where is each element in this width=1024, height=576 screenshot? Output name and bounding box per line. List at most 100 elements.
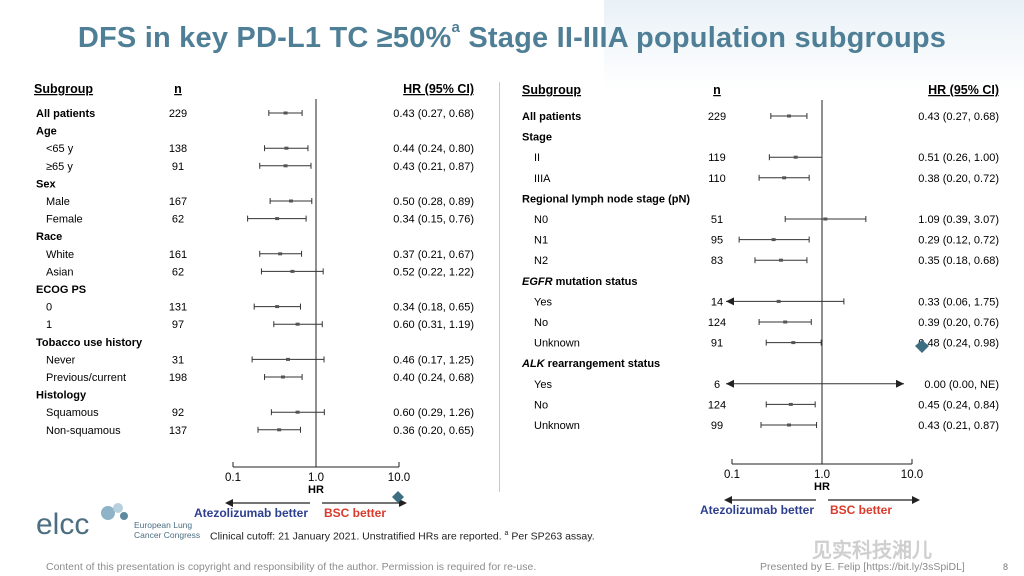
hr-point <box>289 199 294 203</box>
hr-point <box>787 114 792 118</box>
hr-point <box>283 164 288 168</box>
n-value: 161 <box>169 249 187 261</box>
subgroup-label: 1 <box>46 319 52 331</box>
n-value: 91 <box>711 338 723 350</box>
n-value: 6 <box>714 379 720 391</box>
hr-ci-text: 0.36 (0.20, 0.65) <box>393 425 474 437</box>
cutoff-note: Clinical cutoff: 21 January 2021. Unstra… <box>210 530 595 543</box>
forest-plot-left: Subgroup n HR (95% CI) All patients 229 0.43 … <box>34 82 474 518</box>
subgroup-label: Unknown <box>534 420 580 432</box>
n-value: 91 <box>172 161 184 173</box>
x-axis-label: HR <box>814 481 830 493</box>
hr-point <box>286 357 291 361</box>
ci-arrow-right <box>896 379 904 388</box>
left-direction-label: Atezolizumab better <box>700 503 814 517</box>
hr-ci-text: 0.50 (0.28, 0.89) <box>393 196 474 208</box>
page-number: 8 <box>1003 562 1009 572</box>
subgroup-label: No <box>534 399 548 411</box>
header-hr: HR (95% CI) <box>403 82 474 96</box>
hr-ci-text: 0.48 (0.24, 0.98) <box>918 338 999 350</box>
subgroup-header: Histology <box>36 390 87 402</box>
marker-diamond <box>915 340 929 353</box>
hr-point <box>275 217 280 221</box>
x-tick-label: 0.1 <box>225 472 241 484</box>
logo-subtitle-line2: Cancer Congress <box>134 530 201 540</box>
subgroup-label: Never <box>46 354 76 366</box>
hr-point <box>778 258 783 262</box>
subgroup-label: Unknown <box>534 338 580 350</box>
n-value: 62 <box>172 214 184 226</box>
subgroup-label: N1 <box>534 235 548 247</box>
hr-point <box>280 375 285 379</box>
n-value: 229 <box>169 108 187 120</box>
x-tick-label: 1.0 <box>814 469 830 481</box>
arrow-right-head <box>399 499 407 507</box>
hr-ci-text: 1.09 (0.39, 3.07) <box>918 214 999 226</box>
ci-arrow-left <box>726 297 734 306</box>
left-direction-label: Atezolizumab better <box>194 506 308 518</box>
subgroup-header: ALK rearrangement status <box>521 358 660 370</box>
subgroup-label: Previous/current <box>46 372 126 384</box>
subgroup-label: Squamous <box>46 407 99 419</box>
subgroup-label: White <box>46 249 74 261</box>
n-value: 119 <box>708 152 726 164</box>
subgroup-label: II <box>534 152 540 164</box>
hr-point <box>278 252 283 256</box>
n-value: 138 <box>169 143 187 155</box>
header-n: n <box>174 82 182 96</box>
hr-ci-text: 0.60 (0.29, 1.26) <box>393 407 474 419</box>
n-value: 99 <box>711 420 723 432</box>
cutoff-text: Clinical cutoff: 21 January 2021. Unstra… <box>210 530 502 543</box>
x-axis-label: HR <box>308 484 324 496</box>
arrow-left-head <box>225 499 233 507</box>
subgroup-label: No <box>534 317 548 329</box>
subgroup-label: All patients <box>522 111 581 123</box>
hr-ci-text: 0.46 (0.17, 1.25) <box>393 354 474 366</box>
subgroup-header: Sex <box>36 178 56 190</box>
hr-ci-text: 0.39 (0.20, 0.76) <box>918 317 999 329</box>
hr-ci-text: 0.43 (0.27, 0.68) <box>918 111 999 123</box>
header-n: n <box>713 83 721 97</box>
subgroup-label: All patients <box>36 108 95 120</box>
subgroup-label: Yes <box>534 379 552 391</box>
subgroup-header: Tobacco use history <box>36 337 143 349</box>
n-value: 31 <box>172 354 184 366</box>
title-rest: Stage II-IIIA population subgroups <box>460 22 947 54</box>
cutoff-superscript: a <box>504 530 509 537</box>
slide-title: DFS in key PD-L1 TC ≥50%a Stage II-IIIA … <box>0 19 1024 55</box>
hr-ci-text: 0.40 (0.24, 0.68) <box>393 372 474 384</box>
hr-point <box>782 176 787 180</box>
header-subgroup: Subgroup <box>34 82 93 96</box>
hr-ci-text: 0.37 (0.21, 0.67) <box>393 249 474 261</box>
elcc-logo: elcc <box>36 508 90 541</box>
n-value: 137 <box>169 425 187 437</box>
title-main: DFS in key PD-L1 TC ≥50% <box>77 22 452 54</box>
subgroup-label: <65 y <box>46 143 74 155</box>
n-value: 97 <box>172 319 184 331</box>
hr-point <box>290 269 295 273</box>
n-value: 124 <box>708 317 726 329</box>
header-subgroup: Subgroup <box>522 83 581 97</box>
hr-ci-text: 0.60 (0.31, 1.19) <box>393 319 474 331</box>
arrow-right-head <box>912 496 920 504</box>
subgroup-label: N2 <box>534 255 548 267</box>
elcc-logo-subtitle: European Lung Cancer Congress <box>134 520 200 540</box>
hr-ci-text: 0.35 (0.18, 0.68) <box>918 255 999 267</box>
x-tick-label: 0.1 <box>724 469 740 481</box>
hr-point <box>788 402 793 406</box>
arrow-left-head <box>724 496 732 504</box>
ci-arrow-left <box>726 379 734 388</box>
subgroup-label: IIIA <box>534 173 551 185</box>
hr-point <box>295 322 300 326</box>
n-value: 83 <box>711 255 723 267</box>
hr-ci-text: 0.38 (0.20, 0.72) <box>918 173 999 185</box>
hr-ci-text: 0.34 (0.15, 0.76) <box>393 214 474 226</box>
hr-ci-text: 0.43 (0.27, 0.68) <box>393 108 474 120</box>
hr-ci-text: 0.34 (0.18, 0.65) <box>393 302 474 314</box>
hr-point <box>283 111 288 115</box>
subgroup-label: Female <box>46 214 83 226</box>
n-value: 92 <box>172 407 184 419</box>
hr-point <box>793 155 798 159</box>
hr-point <box>791 341 796 345</box>
subgroup-label: 0 <box>46 302 52 314</box>
